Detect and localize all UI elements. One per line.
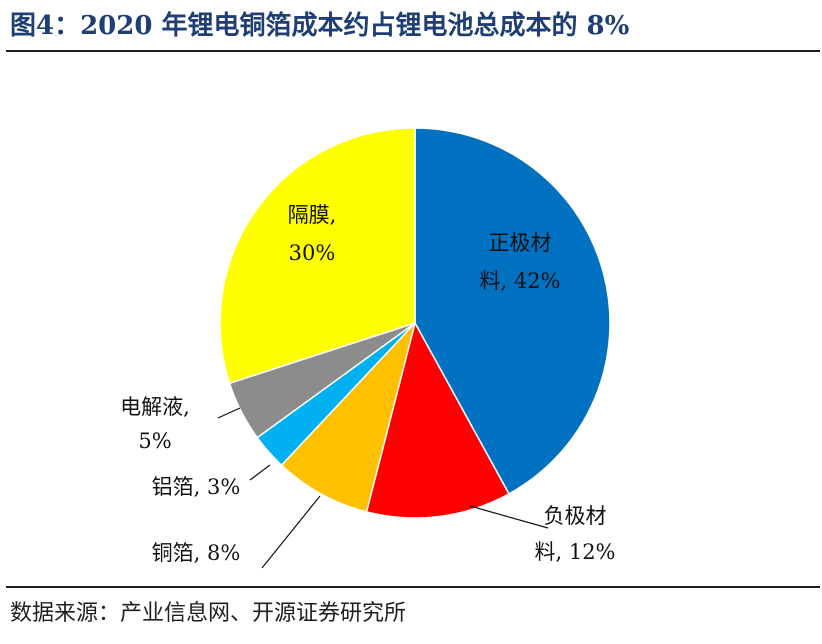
slice-label-anode: 负极材料, 12% — [534, 504, 615, 564]
title-divider — [6, 50, 820, 52]
slice-label-aluminum-foil: 铝箔, 3% — [152, 475, 241, 499]
data-source: 数据来源：产业信息网、开源证券研究所 — [10, 601, 407, 626]
slice-label-line: 30% — [289, 241, 336, 265]
chart-title: 图4：2020 年锂电铜箔成本约占锂电池总成本的 8% — [10, 11, 630, 41]
slice-label-cathode: 正极材料, 42% — [479, 231, 560, 293]
slice-label-copper-foil: 铜箔, 8% — [152, 541, 241, 565]
slice-label-line: 隔膜, — [288, 203, 337, 227]
slice-separator — [219, 127, 416, 385]
slice-label-line: 铜箔, 8% — [152, 541, 241, 565]
slice-label-line: 正极材 — [489, 231, 552, 255]
slice-label-line: 电解液, — [120, 395, 190, 419]
slice-copper-foil — [280, 322, 416, 513]
slice-label-line: 料, 12% — [534, 540, 615, 564]
leader-line-aluminum-foil — [249, 464, 271, 481]
pie-chart: 正极材料, 42% 负极材料, 12% 铜箔, 8% 铝箔, 3% 电解液, 5% 隔膜, 3… — [120, 127, 616, 569]
slice-label-line: 料, 42% — [479, 269, 560, 293]
slice-label-line: 负极材 — [544, 504, 607, 528]
pie-slices — [219, 127, 611, 519]
slice-cathode — [414, 127, 611, 495]
leader-line-copper-foil — [261, 495, 321, 569]
slice-label-separator: 隔膜, 30% — [288, 203, 337, 265]
source-divider — [6, 586, 820, 588]
leader-line-anode — [469, 505, 549, 529]
slice-label-line: 铝箔, 3% — [152, 475, 241, 499]
slice-labels: 正极材料, 42% 负极材料, 12% 铜箔, 8% 铝箔, 3% 电解液, 5% 隔膜, 3… — [120, 203, 615, 565]
slice-label-electrolyte: 电解液, 5% — [120, 395, 190, 453]
slice-label-line: 5% — [138, 429, 171, 453]
leader-line-electrolyte — [217, 407, 241, 419]
slice-anode — [365, 320, 510, 519]
leader-lines — [217, 407, 549, 569]
